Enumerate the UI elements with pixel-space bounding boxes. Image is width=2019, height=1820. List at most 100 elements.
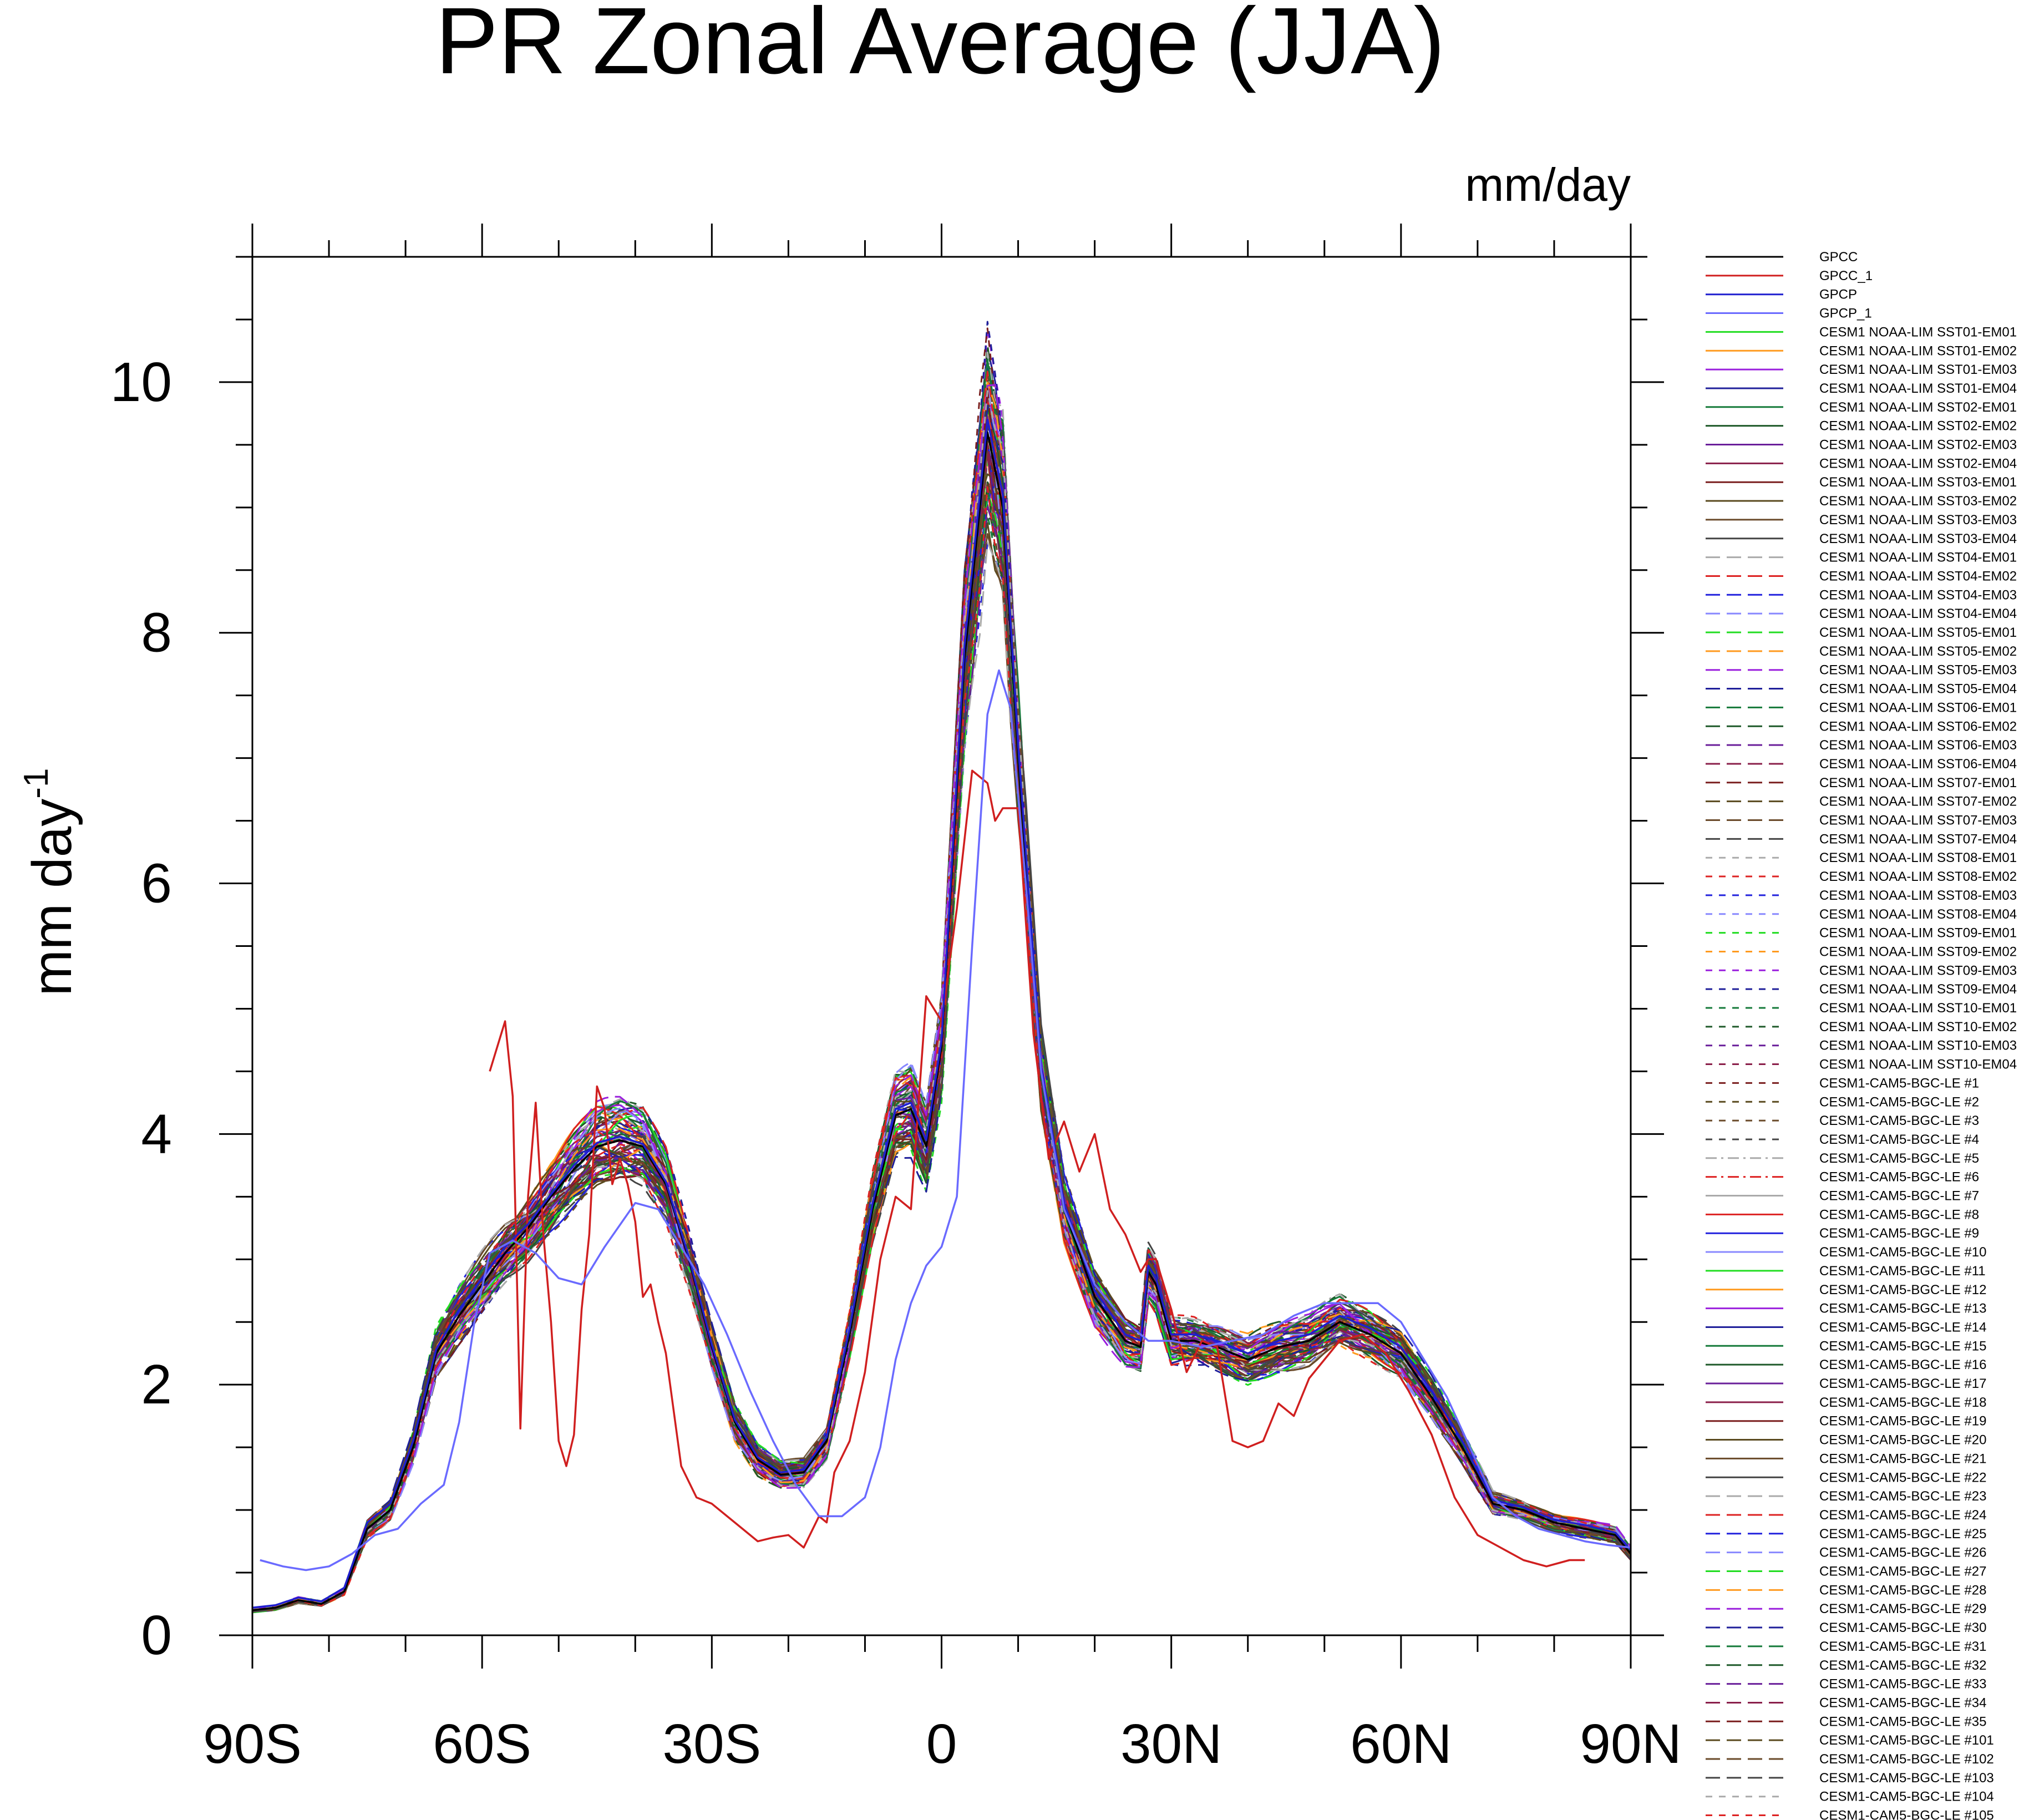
legend-label: CESM1 NOAA-LIM SST05-EM03 [1819, 663, 2017, 678]
legend-label: CESM1 NOAA-LIM SST08-EM04 [1819, 907, 2017, 922]
legend-label: CESM1 NOAA-LIM SST02-EM01 [1819, 400, 2017, 415]
legend-label: CESM1 NOAA-LIM SST05-EM02 [1819, 644, 2017, 659]
plot-frame [251, 256, 1632, 1636]
legend-label: CESM1 NOAA-LIM SST06-EM02 [1819, 719, 2017, 734]
ensemble-line [252, 483, 1631, 1613]
ensemble-line [252, 421, 1631, 1613]
legend-label: CESM1-CAM5-BGC-LE #32 [1819, 1658, 1986, 1673]
y-tick-label: 6 [141, 853, 172, 915]
legend-label: CESM1-CAM5-BGC-LE #14 [1819, 1320, 1986, 1335]
legend-label: CESM1-CAM5-BGC-LE #33 [1819, 1677, 1986, 1692]
x-axis: 90S 60S 30S 0 30N 60N 90N [203, 224, 1682, 1775]
legend-label: CESM1-CAM5-BGC-LE #28 [1819, 1583, 1986, 1598]
x-tick-label: 90S [203, 1713, 302, 1775]
legend-label: CESM1 NOAA-LIM SST06-EM01 [1819, 700, 2017, 715]
legend: GPCC GPCC_1 GPCP GPCP_1 CESM1 NOAA-LIM SST01… [1706, 250, 2017, 1820]
legend-label: CESM1-CAM5-BGC-LE #6 [1819, 1170, 1979, 1185]
legend-label: CESM1 NOAA-LIM SST09-EM03 [1819, 963, 2017, 978]
legend-label: CESM1 NOAA-LIM SST06-EM03 [1819, 738, 2017, 753]
legend-label: CESM1 NOAA-LIM SST01-EM02 [1819, 343, 2017, 358]
legend-label: CESM1 NOAA-LIM SST05-EM01 [1819, 625, 2017, 640]
series-line-gpcp-1 [260, 669, 1631, 1571]
legend-label: GPCP [1819, 287, 1857, 302]
legend-label: CESM1 NOAA-LIM SST07-EM01 [1819, 775, 2017, 790]
legend-label: CESM1 NOAA-LIM SST08-EM02 [1819, 869, 2017, 884]
series-line-gpcc-1 [489, 769, 1585, 1568]
series-line-gpcc [252, 431, 1631, 1611]
x-tick-label: 90N [1580, 1713, 1681, 1775]
legend-label: CESM1-CAM5-BGC-LE #17 [1819, 1376, 1986, 1391]
legend-label: CESM1-CAM5-BGC-LE #3 [1819, 1113, 1979, 1128]
legend-label: GPCP_1 [1819, 306, 1872, 321]
legend-label: CESM1-CAM5-BGC-LE #104 [1819, 1789, 1994, 1804]
units-label: mm/day [1465, 159, 1631, 211]
legend-label: CESM1-CAM5-BGC-LE #23 [1819, 1489, 1986, 1504]
legend-label: CESM1 NOAA-LIM SST02-EM02 [1819, 419, 2017, 434]
legend-label: CESM1-CAM5-BGC-LE #102 [1819, 1752, 1994, 1767]
ensemble-line [252, 390, 1631, 1610]
legend-label: CESM1 NOAA-LIM SST08-EM03 [1819, 888, 2017, 903]
legend-label: CESM1 NOAA-LIM SST07-EM04 [1819, 832, 2017, 846]
legend-label: CESM1 NOAA-LIM SST02-EM03 [1819, 438, 2017, 453]
legend-label: CESM1-CAM5-BGC-LE #16 [1819, 1357, 1986, 1372]
series-line-gpcp [252, 418, 1631, 1609]
x-tick-label: 60N [1350, 1713, 1452, 1775]
legend-label: CESM1-CAM5-BGC-LE #13 [1819, 1301, 1986, 1316]
ensemble-line [252, 414, 1631, 1610]
chart-title: PR Zonal Average (JJA) [435, 0, 1445, 94]
legend-label: CESM1 NOAA-LIM SST09-EM04 [1819, 982, 2017, 997]
legend-label: CESM1-CAM5-BGC-LE #11 [1819, 1264, 1986, 1279]
legend-label: CESM1-CAM5-BGC-LE #20 [1819, 1433, 1986, 1448]
y-axis: 0 2 4 6 8 10 [110, 256, 1664, 1666]
x-tick-label: 0 [926, 1713, 957, 1775]
legend-label: CESM1-CAM5-BGC-LE #26 [1819, 1545, 1986, 1560]
legend-label: CESM1-CAM5-BGC-LE #22 [1819, 1470, 1986, 1485]
y-axis-label-text: mm day [21, 799, 83, 996]
legend-label: CESM1-CAM5-BGC-LE #7 [1819, 1189, 1979, 1204]
legend-label: CESM1-CAM5-BGC-LE #19 [1819, 1414, 1986, 1429]
legend-label: CESM1-CAM5-BGC-LE #29 [1819, 1601, 1986, 1616]
legend-label: CESM1 NOAA-LIM SST03-EM04 [1819, 531, 2017, 546]
ensemble-line [252, 327, 1631, 1609]
svg-text:mm day-1: mm day-1 [17, 768, 83, 996]
legend-label: CESM1-CAM5-BGC-LE #105 [1819, 1808, 1994, 1820]
legend-label: CESM1 NOAA-LIM SST04-EM04 [1819, 606, 2017, 621]
y-axis-label: mm day-1 [17, 768, 83, 996]
y-tick-label: 4 [141, 1103, 172, 1165]
legend-label: CESM1 NOAA-LIM SST04-EM01 [1819, 550, 2017, 565]
legend-label: CESM1 NOAA-LIM SST07-EM02 [1819, 794, 2017, 809]
y-tick-label: 8 [141, 602, 172, 664]
legend-label: CESM1-CAM5-BGC-LE #25 [1819, 1527, 1986, 1542]
legend-label: CESM1 NOAA-LIM SST02-EM04 [1819, 456, 2017, 471]
legend-label: CESM1-CAM5-BGC-LE #8 [1819, 1207, 1979, 1222]
legend-label: CESM1 NOAA-LIM SST10-EM01 [1819, 1001, 2017, 1016]
y-tick-label: 10 [110, 351, 172, 413]
legend-label: CESM1-CAM5-BGC-LE #31 [1819, 1639, 1986, 1654]
legend-label: CESM1-CAM5-BGC-LE #101 [1819, 1733, 1994, 1748]
legend-label: CESM1-CAM5-BGC-LE #35 [1819, 1714, 1986, 1729]
legend-label: CESM1-CAM5-BGC-LE #18 [1819, 1395, 1986, 1410]
y-tick-label: 2 [141, 1353, 172, 1416]
legend-label: CESM1 NOAA-LIM SST09-EM02 [1819, 944, 2017, 959]
legend-label: CESM1-CAM5-BGC-LE #21 [1819, 1451, 1986, 1466]
legend-label: CESM1-CAM5-BGC-LE #30 [1819, 1620, 1986, 1635]
legend-label: CESM1-CAM5-BGC-LE #103 [1819, 1771, 1994, 1786]
x-tick-label: 30S [662, 1713, 761, 1775]
x-tick-label: 60S [433, 1713, 531, 1775]
ensemble-line [252, 486, 1631, 1611]
legend-label: CESM1 NOAA-LIM SST05-EM04 [1819, 682, 2017, 697]
y-axis-label-superscript: -1 [17, 768, 55, 799]
legend-label: CESM1-CAM5-BGC-LE #24 [1819, 1508, 1986, 1523]
legend-label: CESM1 NOAA-LIM SST01-EM04 [1819, 381, 2017, 396]
legend-label: CESM1-CAM5-BGC-LE #1 [1819, 1076, 1979, 1091]
ensemble-line [252, 433, 1631, 1610]
legend-label: CESM1-CAM5-BGC-LE #34 [1819, 1695, 1986, 1710]
legend-label: CESM1-CAM5-BGC-LE #5 [1819, 1151, 1979, 1166]
legend-label: CESM1 NOAA-LIM SST08-EM01 [1819, 850, 2017, 865]
legend-label: CESM1 NOAA-LIM SST01-EM03 [1819, 362, 2017, 377]
y-tick-label: 0 [141, 1604, 172, 1666]
x-tick-label: 30N [1120, 1713, 1222, 1775]
legend-label: CESM1-CAM5-BGC-LE #2 [1819, 1094, 1979, 1109]
legend-label: CESM1 NOAA-LIM SST04-EM02 [1819, 569, 2017, 584]
